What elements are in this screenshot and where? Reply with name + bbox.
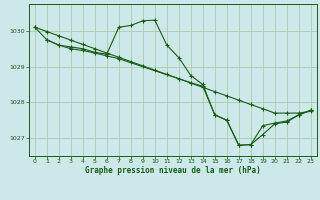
X-axis label: Graphe pression niveau de la mer (hPa): Graphe pression niveau de la mer (hPa) bbox=[85, 166, 261, 175]
